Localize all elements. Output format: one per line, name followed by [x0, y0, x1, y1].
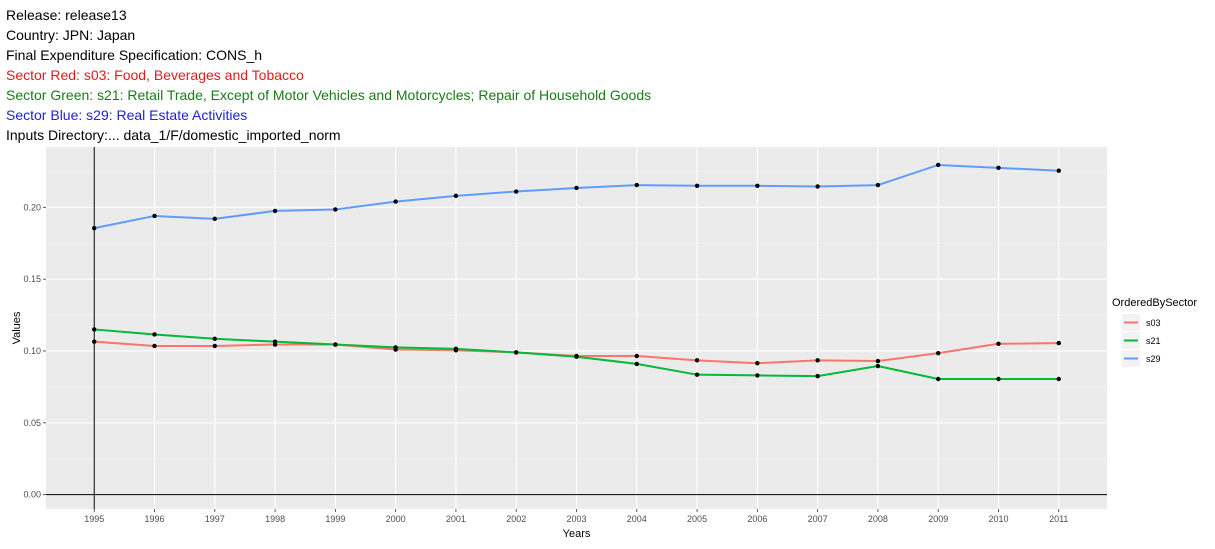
- data-point-s29: [755, 183, 760, 188]
- data-point-s03: [815, 358, 820, 363]
- data-point-s29: [514, 189, 519, 194]
- y-tick-label: 0.00: [23, 490, 41, 500]
- header-country: Country: JPN: Japan: [6, 27, 136, 43]
- x-tick-label: 1997: [205, 514, 225, 524]
- data-point-s21: [815, 373, 820, 379]
- y-tick-label: 0.20: [23, 202, 41, 212]
- data-point-s21: [272, 339, 278, 344]
- x-tick-label: 2008: [868, 514, 888, 524]
- legend-title: OrderedBySector: [1112, 297, 1197, 309]
- x-tick-label: 2002: [506, 514, 526, 524]
- data-point-s03: [1056, 340, 1061, 346]
- data-point-s29: [152, 213, 157, 219]
- data-point-s21: [634, 361, 639, 367]
- data-point-s21: [875, 363, 881, 369]
- data-point-s29: [875, 182, 881, 188]
- data-point-s21: [1056, 376, 1061, 382]
- data-point-s21: [152, 332, 157, 337]
- x-tick-label: 1999: [325, 514, 345, 524]
- data-point-s21: [755, 373, 760, 378]
- x-tick-label: 1998: [265, 514, 285, 524]
- data-point-s21: [574, 354, 579, 359]
- data-point-s21: [453, 346, 459, 352]
- y-tick-label: 0.10: [23, 346, 41, 356]
- y-axis-label: Values: [11, 311, 23, 344]
- legend: OrderedBySector s03 s21 s29: [1112, 297, 1197, 367]
- legend-label-s03: s03: [1146, 318, 1161, 328]
- data-point-s29: [936, 162, 941, 168]
- header-release: Release: release13: [6, 7, 127, 23]
- x-tick-label: 1996: [144, 514, 164, 524]
- x-tick-label: 2005: [687, 514, 707, 524]
- data-point-s29: [634, 182, 639, 188]
- y-axis: 0.00 0.05 0.10 0.15 0.20: [23, 202, 46, 500]
- data-point-s03: [694, 358, 700, 363]
- header-sector-green: Sector Green: s21: Retail Trade, Except …: [6, 87, 652, 103]
- data-point-s03: [755, 360, 760, 366]
- data-point-s21: [212, 336, 217, 341]
- x-axis: 1995 1996 1997 1998 1999 2000 2001 2002 2003 2004…: [84, 509, 1068, 524]
- header-inputs: Inputs Directory:... data_1/F/domestic_i…: [6, 127, 341, 143]
- data-point-s29: [1056, 168, 1061, 173]
- data-point-s29: [212, 216, 217, 222]
- x-tick-label: 2003: [566, 514, 586, 524]
- data-point-s03: [936, 350, 941, 356]
- data-point-s21: [333, 342, 338, 347]
- y-tick-label: 0.15: [23, 274, 41, 284]
- data-point-s21: [996, 376, 1001, 382]
- x-axis-label: Years: [563, 528, 591, 540]
- x-tick-label: 2006: [747, 514, 767, 524]
- data-point-s29: [453, 193, 459, 199]
- data-point-s03: [212, 343, 217, 349]
- x-tick-label: 2004: [627, 514, 647, 524]
- data-point-s03: [152, 343, 157, 349]
- x-tick-label: 2010: [988, 514, 1008, 524]
- data-point-s29: [272, 208, 278, 214]
- legend-label-s21: s21: [1146, 336, 1161, 346]
- data-point-s29: [996, 165, 1001, 171]
- x-tick-label: 2011: [1049, 514, 1068, 524]
- data-point-s29: [333, 207, 338, 212]
- data-point-s03: [875, 358, 881, 364]
- data-point-s29: [694, 183, 700, 188]
- x-tick-label: 1995: [84, 514, 104, 524]
- header-sector-red: Sector Red: s03: Food, Beverages and Tob…: [6, 67, 304, 83]
- x-tick-label: 2007: [808, 514, 828, 524]
- data-point-s29: [815, 184, 820, 189]
- data-point-s03: [634, 353, 639, 359]
- y-tick-label: 0.05: [23, 418, 41, 428]
- data-point-s21: [936, 376, 941, 382]
- header-sector-blue: Sector Blue: s29: Real Estate Activities: [6, 107, 248, 123]
- x-tick-label: 2001: [446, 514, 466, 524]
- data-point-s03: [996, 341, 1001, 347]
- reference-lines: [46, 147, 1107, 509]
- data-point-s21: [514, 350, 519, 355]
- header-spec: Final Expenditure Specification: CONS_h: [6, 47, 263, 63]
- data-point-s21: [393, 345, 398, 350]
- data-point-s29: [574, 185, 579, 191]
- x-tick-label: 2009: [928, 514, 948, 524]
- data-point-s21: [694, 372, 700, 377]
- data-point-s29: [393, 199, 398, 204]
- legend-label-s29: s29: [1146, 354, 1161, 364]
- series-group: [92, 162, 1061, 382]
- x-tick-label: 2000: [386, 514, 406, 524]
